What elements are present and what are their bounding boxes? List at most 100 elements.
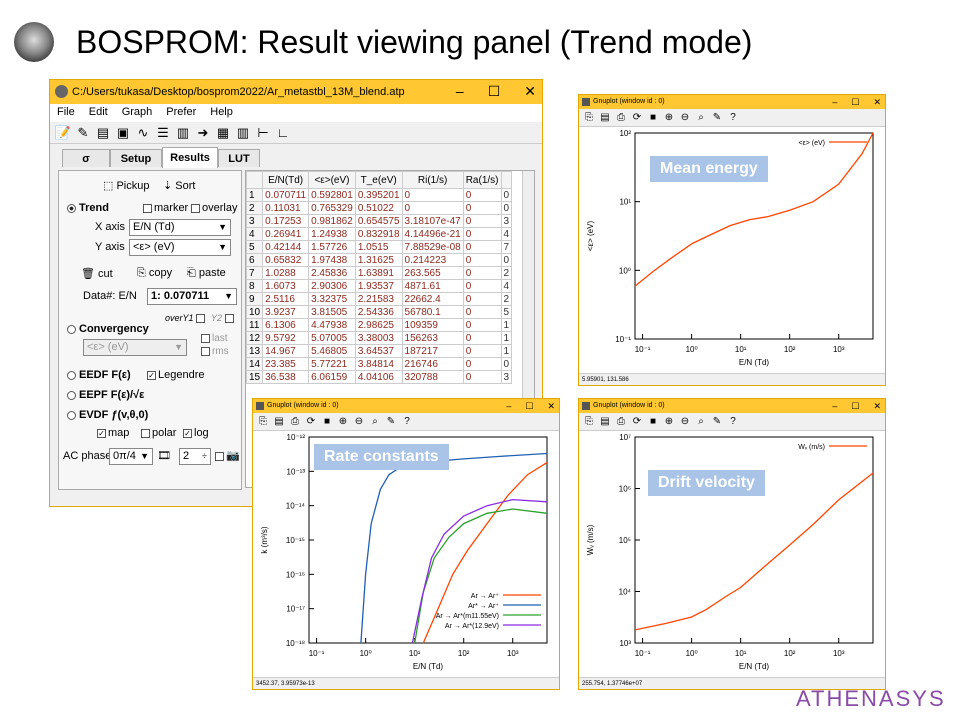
row-header[interactable]: 2: [246, 201, 264, 215]
convergency-select[interactable]: <ε> (eV) ▼: [83, 339, 187, 356]
acphase-select[interactable]: 0π/4 ▼: [109, 448, 153, 465]
table-cell[interactable]: 1.31625: [354, 253, 403, 267]
table-cell[interactable]: 0.51022: [354, 201, 403, 215]
map-checkbox[interactable]: ✓ map: [97, 427, 130, 439]
plot-area[interactable]: 10⁻¹ 10⁰ 10¹ 10² 10³ 10⁷ 10⁶ 10⁵ 10⁴ 10³ E/N (Td) W…: [579, 431, 885, 679]
table-row[interactable]: 13 14.967 5.46805 3.64537 187217 0 1: [246, 344, 513, 358]
grid-icon[interactable]: ■: [649, 416, 657, 427]
table-cell[interactable]: 0: [462, 253, 502, 267]
table-cell[interactable]: 9.5792: [262, 331, 310, 345]
marker-checkbox[interactable]: marker: [143, 202, 188, 214]
table-cell[interactable]: 5.77221: [308, 357, 356, 371]
print-icon[interactable]: ▤: [600, 416, 610, 427]
zoom-in-icon[interactable]: ⊕: [664, 112, 674, 123]
eedf-radio[interactable]: EEDF F(ε): [67, 369, 131, 381]
options-icon[interactable]: ✎: [712, 416, 722, 427]
table-cell[interactable]: 0: [462, 279, 502, 293]
new-file-icon[interactable]: 📝: [54, 124, 72, 140]
table-cell[interactable]: 0.214223: [401, 253, 464, 267]
row-header[interactable]: 15: [246, 370, 264, 384]
pickup-button[interactable]: ⬚ Pickup: [103, 180, 150, 192]
replot-icon[interactable]: ⟳: [306, 416, 316, 427]
table-row[interactable]: 6 0.65832 1.97438 1.31625 0.214223 0 0: [246, 253, 513, 267]
close-icon[interactable]: ✕: [873, 401, 881, 411]
row-header[interactable]: 10: [246, 305, 264, 319]
table-cell[interactable]: 109359: [401, 318, 464, 332]
table-cell[interactable]: 0.592801: [308, 188, 356, 202]
table-cell[interactable]: 4871.61: [401, 279, 464, 293]
table-cell[interactable]: 4: [500, 227, 513, 241]
table-cell[interactable]: 1.97438: [308, 253, 356, 267]
copy-icon[interactable]: ⎘: [585, 112, 593, 123]
table-cell[interactable]: 2.5116: [262, 292, 310, 306]
col-header[interactable]: T_e(eV): [354, 171, 403, 189]
save-icon[interactable]: ▤: [96, 124, 110, 140]
tab-lut[interactable]: LUT: [218, 149, 260, 167]
print-icon[interactable]: ▤: [274, 416, 284, 427]
log-checkbox[interactable]: ✓ log: [183, 427, 209, 439]
table-cell[interactable]: 2: [500, 292, 513, 306]
zoom-out-icon[interactable]: ⊖: [680, 112, 690, 123]
table-row[interactable]: 14 23.385 5.77221 3.84814 216746 0 0: [246, 357, 513, 371]
table-row[interactable]: 9 2.5116 3.32375 2.21583 22662.4 0 2: [246, 292, 513, 306]
zoom-icon[interactable]: ⌕: [698, 112, 704, 123]
col-header[interactable]: E/N(Td): [262, 171, 310, 189]
close-icon[interactable]: ✕: [547, 401, 555, 411]
table-cell[interactable]: 0: [462, 266, 502, 280]
table-cell[interactable]: 3: [500, 214, 513, 228]
table-cell[interactable]: 23.385: [262, 357, 310, 371]
maximize-icon[interactable]: ☐: [851, 401, 860, 411]
row-header[interactable]: 8: [246, 279, 264, 293]
table-cell[interactable]: 1.0515: [354, 240, 403, 254]
table-cell[interactable]: 0.42144: [262, 240, 310, 254]
table-cell[interactable]: 0: [462, 370, 502, 384]
table-cell[interactable]: 3.18107e-47: [401, 214, 464, 228]
table-cell[interactable]: 5: [500, 305, 513, 319]
help-icon[interactable]: ?: [730, 112, 736, 123]
table-row[interactable]: 10 3.9237 3.81505 2.54336 56780.1 0 5: [246, 305, 513, 319]
replot-icon[interactable]: ⟳: [632, 112, 642, 123]
last-checkbox[interactable]: last: [201, 333, 228, 344]
table-row[interactable]: 1 0.070711 0.592801 0.395201 0 0 0: [246, 188, 513, 202]
menu-help[interactable]: Help: [210, 106, 233, 118]
yaxis-select[interactable]: <ε> (eV) ▼: [129, 239, 231, 256]
table-cell[interactable]: 0: [500, 188, 513, 202]
table-cell[interactable]: 3.84814: [354, 357, 403, 371]
minimize-icon[interactable]: –: [455, 83, 464, 99]
close-icon[interactable]: ✕: [524, 83, 536, 99]
table-cell[interactable]: 1.6073: [262, 279, 310, 293]
row-header[interactable]: 12: [246, 331, 264, 345]
table-cell[interactable]: 7: [500, 240, 513, 254]
table-cell[interactable]: 1.24938: [308, 227, 356, 241]
table-row[interactable]: 2 0.11031 0.765329 0.51022 0 0 0: [246, 201, 513, 215]
row-header[interactable]: 14: [246, 357, 264, 371]
table-cell[interactable]: 0.765329: [308, 201, 356, 215]
phase-spinbox[interactable]: 2 ÷: [179, 448, 211, 465]
col-header[interactable]: Ra(1/s): [462, 171, 502, 189]
table-cell[interactable]: 6.1306: [262, 318, 310, 332]
arrow-right-icon[interactable]: ➜: [197, 124, 209, 140]
table-cell[interactable]: 0: [462, 201, 502, 215]
table-cell[interactable]: 5.07005: [308, 331, 356, 345]
minimize-icon[interactable]: –: [832, 401, 838, 411]
table-cell[interactable]: 36.538: [262, 370, 310, 384]
tab-setup[interactable]: Setup: [110, 149, 162, 167]
zoom-icon[interactable]: ⌕: [698, 416, 704, 427]
table-cell[interactable]: 2: [500, 266, 513, 280]
row-header[interactable]: 1: [246, 188, 264, 202]
options-icon[interactable]: ✎: [712, 112, 722, 123]
table-cell[interactable]: 0.981862: [308, 214, 356, 228]
table-cell[interactable]: 0.070711: [262, 188, 310, 202]
table-row[interactable]: 11 6.1306 4.47938 2.98625 109359 0 1: [246, 318, 513, 332]
row-header[interactable]: 3: [246, 214, 264, 228]
row-header[interactable]: 4: [246, 227, 264, 241]
printer-icon[interactable]: ⎙: [617, 416, 625, 427]
table-cell[interactable]: 14.967: [262, 344, 310, 358]
menu-edit[interactable]: Edit: [88, 106, 108, 118]
col-header[interactable]: <ε>(eV): [308, 171, 356, 189]
table-cell[interactable]: 0: [462, 318, 502, 332]
print-icon[interactable]: ▤: [600, 112, 610, 123]
table-cell[interactable]: 3: [500, 370, 513, 384]
table-cell[interactable]: 0: [401, 201, 464, 215]
plot-icon[interactable]: ∿: [137, 124, 149, 140]
